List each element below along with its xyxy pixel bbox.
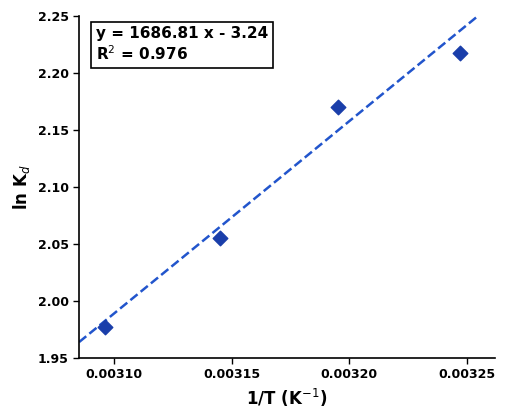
X-axis label: 1/T (K$^{-1}$): 1/T (K$^{-1}$) <box>246 387 328 409</box>
Y-axis label: ln K$_d$: ln K$_d$ <box>11 164 32 210</box>
Point <box>334 104 342 110</box>
Point <box>456 49 464 56</box>
Point <box>101 324 109 331</box>
Point <box>216 235 224 242</box>
Text: y = 1686.81 x - 3.24
R$^2$ = 0.976: y = 1686.81 x - 3.24 R$^2$ = 0.976 <box>96 26 268 63</box>
